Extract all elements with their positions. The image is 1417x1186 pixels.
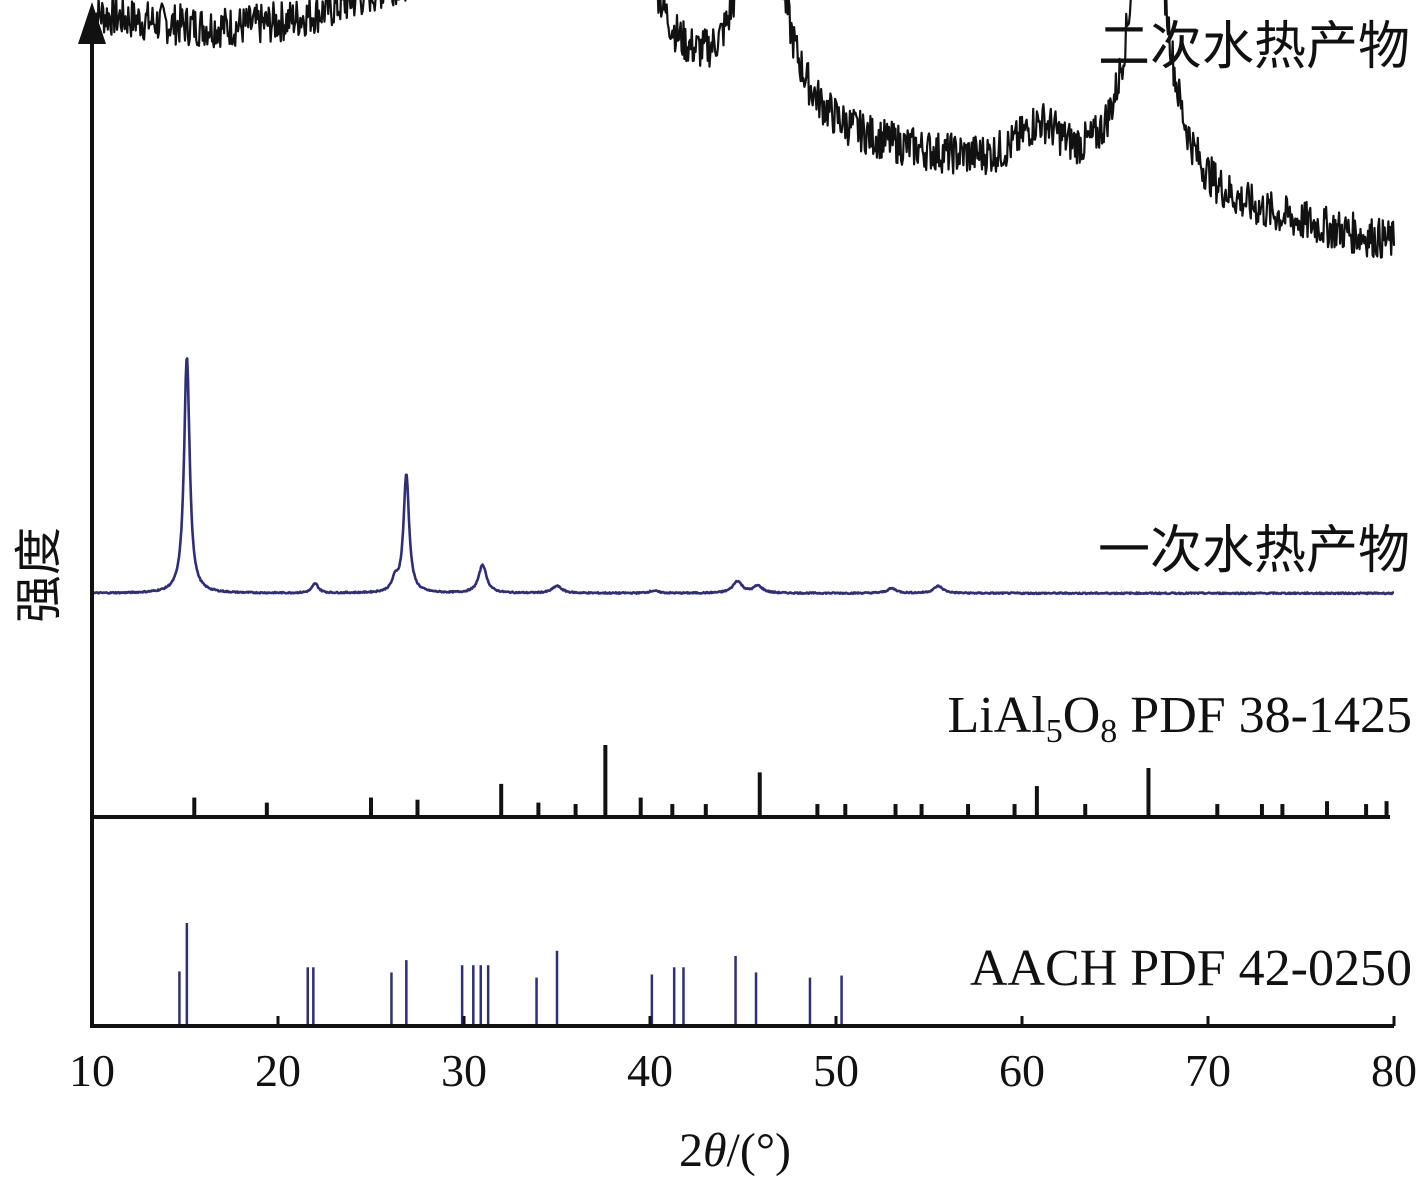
x-tick-label-80: 80	[1371, 1045, 1417, 1096]
x-tick-label-70: 70	[1185, 1045, 1231, 1096]
x-tick-label-50: 50	[813, 1045, 859, 1096]
y-axis-arrowhead	[78, 2, 106, 44]
series-line-primary-product	[91, 357, 1395, 596]
series-layer	[90, 0, 1396, 1026]
y-axis-label: 强度	[13, 527, 66, 623]
series-label-secondary: 二次水热产物	[1098, 19, 1410, 76]
x-tick-label-30: 30	[441, 1045, 487, 1096]
series-line-secondary-product	[90, 0, 1396, 259]
x-tick-label-60: 60	[999, 1045, 1045, 1096]
x-tick-layer: 10 20 30 40 50 60 70 80	[69, 1016, 1417, 1096]
x-tick-label-20: 20	[255, 1045, 301, 1096]
series-label-lialo: LiAl5O8 PDF 38-1425	[948, 687, 1413, 750]
series-label-aach: AACH PDF 42-0250	[970, 940, 1412, 997]
series-label-primary: 一次水热产物	[1098, 523, 1410, 580]
x-tick-label-40: 40	[627, 1045, 673, 1096]
x-axis-label: 2θ/(°)	[679, 1124, 791, 1177]
x-tick-label-10: 10	[69, 1045, 115, 1096]
